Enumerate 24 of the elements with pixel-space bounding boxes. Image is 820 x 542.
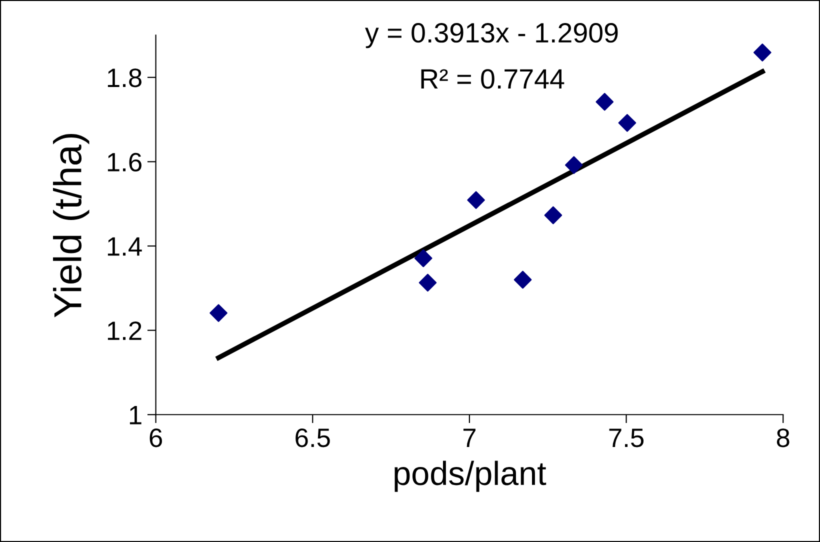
x-tick-label: 6.5 <box>296 428 330 448</box>
y-tick-label: 1.4 <box>108 237 142 256</box>
point <box>618 114 636 132</box>
y-tick-label: 1.8 <box>108 68 142 88</box>
point <box>753 44 772 62</box>
point <box>514 270 532 289</box>
y-axis-title: Yield (t/ha) <box>53 134 90 318</box>
point <box>414 249 432 268</box>
point <box>210 304 228 322</box>
point <box>418 274 437 292</box>
point <box>596 92 614 111</box>
x-axis-title: pods/plant <box>394 460 546 492</box>
point <box>544 206 562 224</box>
annotation: R² = 0.7744 <box>421 69 564 89</box>
y-tick-label: 1 <box>130 406 142 424</box>
y-tick-label: 1.6 <box>108 152 142 172</box>
point <box>564 156 583 174</box>
y-tick-label: 1.2 <box>108 321 142 340</box>
point <box>467 191 485 209</box>
x-tick-label: 7 <box>463 428 476 447</box>
annotation: y = 0.3913x - 1.2909 <box>365 23 618 48</box>
x-tick-label: 6 <box>150 428 162 448</box>
x-tick-label: 8 <box>776 428 790 448</box>
x-tick-label: 7.5 <box>609 428 644 448</box>
